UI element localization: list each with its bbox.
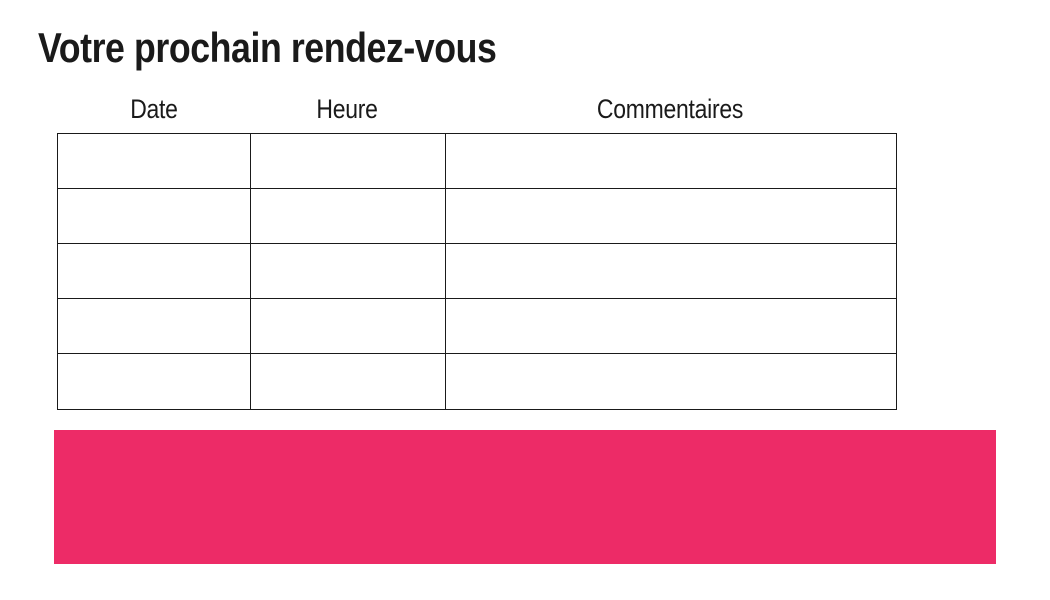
table-cell <box>446 244 896 299</box>
table-cell <box>58 354 251 409</box>
table-cell <box>58 244 251 299</box>
table-cell <box>58 189 251 244</box>
table-cell <box>58 134 251 189</box>
table-cell <box>251 354 446 409</box>
table-cell <box>251 134 446 189</box>
table-cell <box>446 134 896 189</box>
table-cell <box>446 299 896 354</box>
table-cell <box>251 299 446 354</box>
column-header-commentaires: Commentaires <box>596 93 744 124</box>
column-header-date: Date <box>129 93 178 124</box>
table-cell <box>58 299 251 354</box>
table-cell <box>251 189 446 244</box>
table-cell <box>446 354 896 409</box>
column-header-heure: Heure <box>316 93 379 124</box>
page-title-text: Votre prochain rendez-vous <box>38 24 497 71</box>
appointments-table <box>57 133 897 410</box>
table-column-headers: Date Heure Commentaires <box>57 92 895 126</box>
accent-bar <box>54 430 996 564</box>
page-title: Votre prochain rendez-vous <box>38 24 577 71</box>
table-cell <box>251 244 446 299</box>
table-cell <box>446 189 896 244</box>
